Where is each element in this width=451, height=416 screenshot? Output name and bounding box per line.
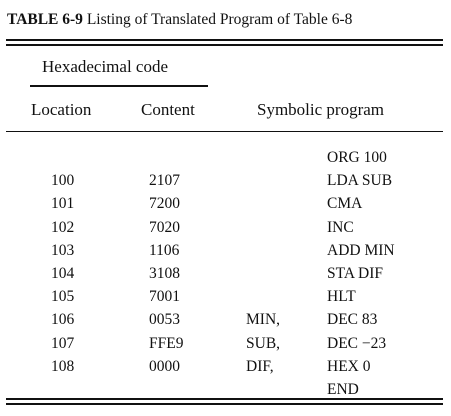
- group-header-rule: [30, 85, 208, 87]
- cell-location: 106: [51, 311, 75, 329]
- cell-symbolic: INC: [327, 218, 354, 236]
- table-caption: TABLE 6-9 Listing of Translated Program …: [7, 11, 352, 29]
- table-row: 106 0053 MIN, DEC 83: [0, 308, 451, 331]
- column-header-location: Location: [31, 100, 92, 119]
- cell-symbolic: STA DIF: [327, 264, 384, 282]
- cell-location: 108: [51, 357, 75, 375]
- table-row: 107 FFE9 SUB, DEC −23: [0, 332, 451, 355]
- column-header-content: Content: [141, 100, 195, 119]
- cell-label: SUB,: [246, 334, 281, 352]
- table-number: TABLE 6-9: [7, 11, 83, 28]
- cell-symbolic: DEC 83: [327, 311, 378, 329]
- top-rule-thin: [6, 44, 443, 46]
- cell-label: MIN,: [246, 311, 281, 329]
- cell-location: 100: [51, 172, 75, 190]
- cell-content: 2107: [149, 172, 180, 190]
- bottom-rule-thin: [6, 398, 443, 400]
- cell-content: 7020: [149, 218, 180, 236]
- cell-location: 107: [51, 334, 75, 352]
- cell-location: 102: [51, 218, 75, 236]
- cell-location: 105: [51, 288, 75, 306]
- cell-label: DIF,: [246, 357, 274, 375]
- cell-symbolic: LDA SUB: [327, 172, 393, 190]
- table-row: 102 7020 INC: [0, 216, 451, 239]
- cell-content: 3108: [149, 264, 180, 282]
- cell-content: 7001: [149, 288, 180, 306]
- table-row: 108 0000 DIF, HEX 0: [0, 355, 451, 378]
- cell-symbolic: HLT: [327, 288, 356, 306]
- table-row: 104 3108 STA DIF: [0, 262, 451, 285]
- cell-symbolic: ORG 100: [327, 149, 387, 166]
- cell-content: 7200: [149, 195, 180, 213]
- table-row: 100 2107 LDA SUB: [0, 169, 451, 192]
- cell-content: 1106: [149, 241, 180, 259]
- table-row: 105 7001 HLT: [0, 285, 451, 308]
- header-rule: [6, 131, 443, 132]
- cell-symbolic: HEX 0: [327, 357, 371, 375]
- top-rule-thick: [6, 39, 443, 41]
- cell-symbolic: END: [327, 380, 359, 398]
- group-header-hexadecimal-code: Hexadecimal code: [42, 57, 169, 76]
- cell-content: FFE9: [149, 334, 184, 352]
- cell-location: 101: [51, 195, 75, 213]
- table-body: ORG 100 100 2107 LDA SUB 101 7200 CMA 10…: [0, 146, 451, 401]
- cell-content: 0053: [149, 311, 180, 329]
- table-row: ORG 100: [0, 146, 451, 169]
- table-title: Listing of Translated Program of Table 6…: [86, 11, 353, 28]
- table-row: 103 1106 ADD MIN: [0, 239, 451, 262]
- table-row: 101 7200 CMA: [0, 192, 451, 215]
- column-header-symbolic-program: Symbolic program: [257, 100, 385, 119]
- cell-symbolic: CMA: [327, 195, 363, 213]
- bottom-rule-thick: [6, 403, 443, 405]
- cell-location: 104: [51, 264, 75, 282]
- cell-symbolic: DEC −23: [327, 334, 387, 352]
- cell-content: 0000: [149, 357, 180, 375]
- cell-location: 103: [51, 241, 75, 259]
- table-row: END: [0, 378, 451, 401]
- cell-symbolic: ADD MIN: [327, 241, 395, 259]
